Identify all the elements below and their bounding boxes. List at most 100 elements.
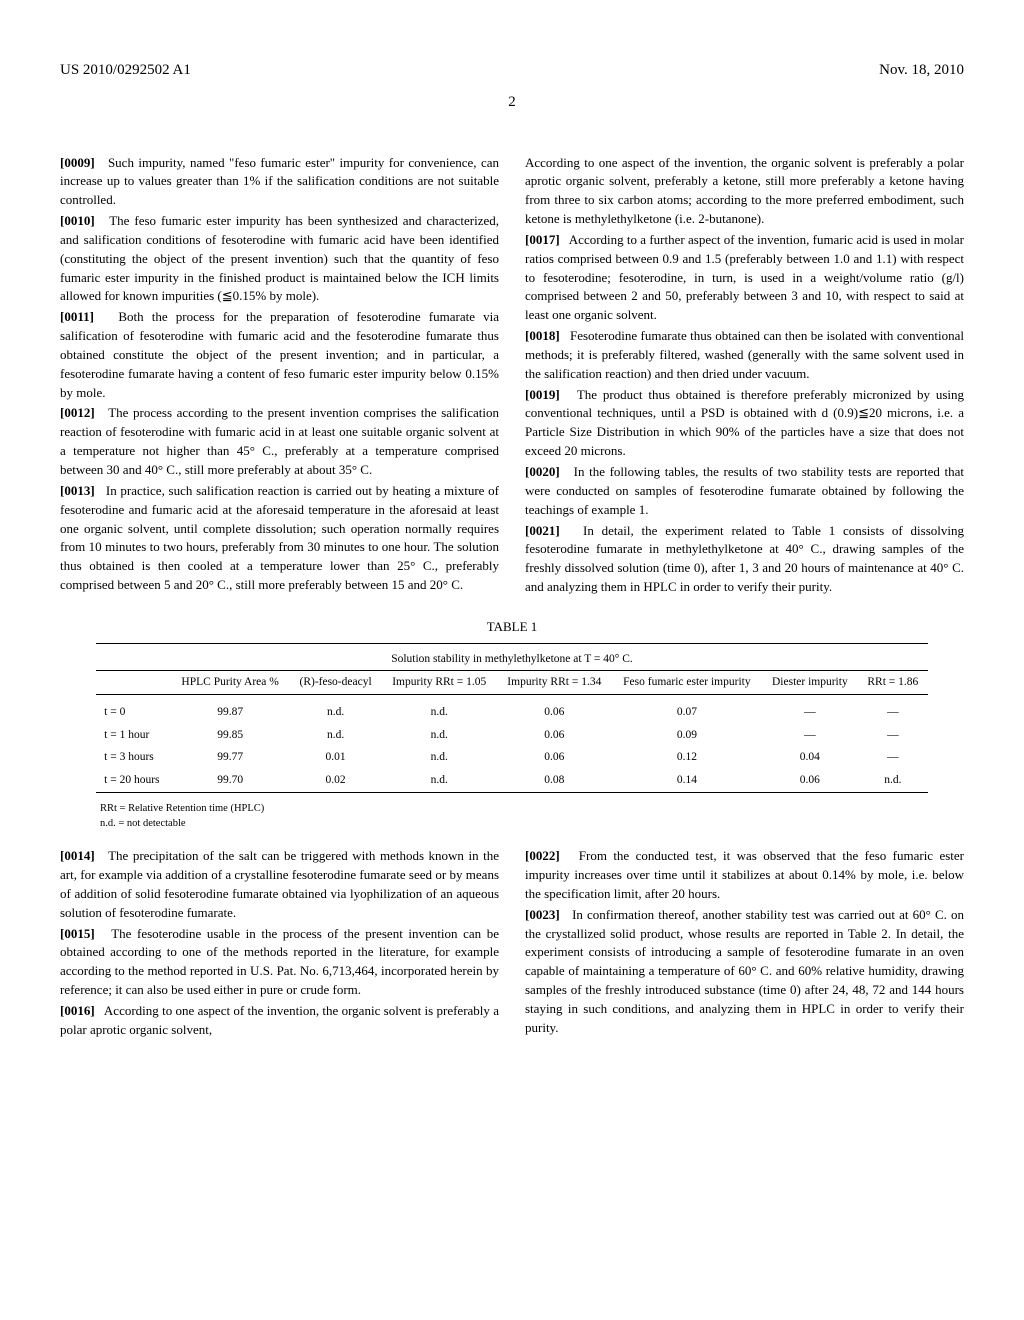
cell: 0.12 (612, 746, 762, 769)
para-text: According to one aspect of the invention… (525, 155, 964, 227)
para-0018: [0018] Fesoterodine fumarate thus obtain… (525, 327, 964, 384)
table-footnotes: RRt = Relative Retention time (HPLC) n.d… (100, 801, 964, 831)
para-0023: [0023] In confirmation thereof, another … (525, 906, 964, 1038)
para-num: [0018] (525, 328, 560, 343)
para-0015: [0015] The fesoterodine usable in the pr… (60, 925, 499, 1000)
para-text: The fesoterodine usable in the process o… (60, 926, 499, 998)
stability-table: Solution stability in methylethylketone … (96, 643, 928, 793)
col-rrt186: RRt = 1.86 (858, 671, 928, 695)
cell: — (858, 746, 928, 769)
footnote: RRt = Relative Retention time (HPLC) (100, 801, 964, 816)
cell: 0.02 (289, 769, 381, 792)
para-num: [0019] (525, 387, 560, 402)
cell: 0.09 (612, 724, 762, 747)
cell: 0.08 (497, 769, 612, 792)
para-0022: [0022] From the conducted test, it was o… (525, 847, 964, 904)
para-num: [0011] (60, 309, 94, 324)
para-0021: [0021] In detail, the experiment related… (525, 522, 964, 597)
page-header: US 2010/0292502 A1 Nov. 18, 2010 (60, 60, 964, 82)
para-text: Such impurity, named "feso fumaric ester… (60, 155, 499, 208)
table-row: t = 1 hour 99.85 n.d. n.d. 0.06 0.09 — — (96, 724, 928, 747)
cell: t = 20 hours (96, 769, 171, 792)
para-text: Both the process for the preparation of … (60, 309, 499, 399)
col-diester: Diester impurity (762, 671, 858, 695)
para-num: [0023] (525, 907, 560, 922)
para-num: [0016] (60, 1003, 95, 1018)
cell: 0.01 (289, 746, 381, 769)
col-blank (96, 671, 171, 695)
para-text: In confirmation thereof, another stabili… (525, 907, 964, 1035)
para-num: [0010] (60, 213, 95, 228)
para-0016b: [0016] According to one aspect of the in… (60, 1002, 499, 1040)
table-caption: TABLE 1 (60, 618, 964, 637)
para-text: The product thus obtained is therefore p… (525, 387, 964, 459)
cell: n.d. (382, 701, 497, 724)
para-num: [0013] (60, 483, 95, 498)
para-text: In detail, the experiment related to Tab… (525, 523, 964, 595)
para-0020: [0020] In the following tables, the resu… (525, 463, 964, 520)
table-row: t = 20 hours 99.70 0.02 n.d. 0.08 0.14 0… (96, 769, 928, 792)
table-1: TABLE 1 Solution stability in methylethy… (60, 618, 964, 831)
para-text: The precipitation of the salt can be tri… (60, 848, 499, 920)
cell: 99.77 (171, 746, 290, 769)
para-text: The process according to the present inv… (60, 405, 499, 477)
col-feso-ester: Feso fumaric ester impurity (612, 671, 762, 695)
para-text: According to a further aspect of the inv… (525, 232, 964, 322)
para-0010: [0010] The feso fumaric ester impurity h… (60, 212, 499, 306)
para-0011: [0011] Both the process for the preparat… (60, 308, 499, 402)
cell: 99.70 (171, 769, 290, 792)
pub-number: US 2010/0292502 A1 (60, 60, 191, 82)
body-columns: [0009] Such impurity, named "feso fumari… (60, 154, 964, 1041)
cell: n.d. (382, 769, 497, 792)
para-text: From the conducted test, it was observed… (525, 848, 964, 901)
cell: 0.06 (497, 746, 612, 769)
cell: 99.87 (171, 701, 290, 724)
para-0016: According to one aspect of the invention… (525, 154, 964, 229)
cell: 0.04 (762, 746, 858, 769)
cell: n.d. (289, 701, 381, 724)
cell: — (858, 701, 928, 724)
cell: n.d. (289, 724, 381, 747)
cell: n.d. (858, 769, 928, 792)
col-imp134: Impurity RRt = 1.34 (497, 671, 612, 695)
para-num: [0017] (525, 232, 560, 247)
cell: — (858, 724, 928, 747)
pub-date: Nov. 18, 2010 (879, 60, 964, 82)
col-rfeso: (R)-feso-deacyl (289, 671, 381, 695)
para-text: In the following tables, the results of … (525, 464, 964, 517)
para-num: [0009] (60, 155, 95, 170)
para-0014: [0014] The precipitation of the salt can… (60, 847, 499, 922)
para-0012: [0012] The process according to the pres… (60, 404, 499, 479)
para-0017: [0017] According to a further aspect of … (525, 231, 964, 325)
para-num: [0015] (60, 926, 95, 941)
para-text: Fesoterodine fumarate thus obtained can … (525, 328, 964, 381)
para-num: [0020] (525, 464, 560, 479)
para-0013: [0013] In practice, such salification re… (60, 482, 499, 595)
para-num: [0022] (525, 848, 560, 863)
para-text: The feso fumaric ester impurity has been… (60, 213, 499, 303)
para-num: [0021] (525, 523, 560, 538)
cell: 0.07 (612, 701, 762, 724)
para-num: [0012] (60, 405, 95, 420)
cell: t = 1 hour (96, 724, 171, 747)
cell: n.d. (382, 746, 497, 769)
cell: — (762, 724, 858, 747)
para-text: In practice, such salification reaction … (60, 483, 499, 592)
table-row: t = 3 hours 99.77 0.01 n.d. 0.06 0.12 0.… (96, 746, 928, 769)
page-number: 2 (60, 92, 964, 114)
col-imp105: Impurity RRt = 1.05 (382, 671, 497, 695)
col-purity: HPLC Purity Area % (171, 671, 290, 695)
cell: 0.06 (497, 724, 612, 747)
cell: 0.06 (497, 701, 612, 724)
cell: t = 3 hours (96, 746, 171, 769)
para-text: According to one aspect of the invention… (60, 1003, 499, 1037)
cell: 0.14 (612, 769, 762, 792)
para-0019: [0019] The product thus obtained is ther… (525, 386, 964, 461)
cell: 99.85 (171, 724, 290, 747)
cell: t = 0 (96, 701, 171, 724)
cell: — (762, 701, 858, 724)
cell: n.d. (382, 724, 497, 747)
para-num: [0014] (60, 848, 95, 863)
cell: 0.06 (762, 769, 858, 792)
para-0009: [0009] Such impurity, named "feso fumari… (60, 154, 499, 211)
